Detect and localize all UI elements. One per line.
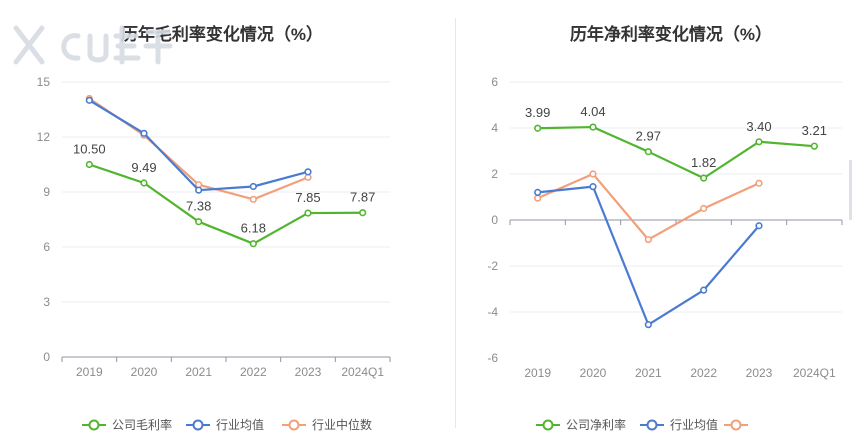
- data-point: [644, 321, 652, 329]
- x-tick-label: 2024Q1: [793, 366, 836, 380]
- x-tick-label: 2021: [635, 366, 662, 380]
- series-line: [537, 172, 760, 241]
- data-label: 3.40: [746, 119, 771, 134]
- x-tick-label: 2023: [295, 365, 322, 379]
- x-tick-label: 2021: [185, 365, 212, 379]
- legend-label: 公司净利率: [566, 417, 626, 432]
- data-label: 7.38: [186, 199, 211, 214]
- y-tick-label: 4: [491, 121, 498, 135]
- x-tick-label: 2019: [524, 366, 551, 380]
- y-tick-label: 12: [37, 130, 51, 144]
- watermark-logo: [13, 25, 173, 65]
- legend-label: 行业中位数: [312, 417, 372, 432]
- y-tick-label: 2: [491, 167, 498, 181]
- data-point: [304, 209, 312, 217]
- data-point: [644, 235, 652, 244]
- y-tick-label: -6: [487, 351, 498, 365]
- data-point: [249, 240, 257, 248]
- legend-swatch-marker: [88, 419, 100, 431]
- data-label: 2.97: [636, 129, 661, 144]
- data-point: [85, 160, 93, 169]
- data-label: 6.18: [241, 221, 266, 236]
- legend-swatch-marker: [192, 419, 204, 431]
- legend-swatch-marker: [730, 419, 742, 431]
- data-label: 10.50: [73, 142, 106, 157]
- legend-swatch-marker: [646, 419, 658, 431]
- data-point: [140, 179, 148, 187]
- data-point: [589, 170, 597, 178]
- data-point: [195, 186, 203, 194]
- data-point: [534, 188, 542, 196]
- data-point: [589, 183, 597, 191]
- net-margin-chart-panel: 历年净利率变化情况（%） -6 -4 -2 0 2 4 6 2019 2020 2021 2022 20…: [426, 0, 852, 443]
- y-tick-label: -4: [487, 305, 498, 319]
- x-tick-label: 2022: [690, 366, 717, 380]
- data-label: 9.49: [131, 160, 156, 175]
- y-tick-label: 0: [43, 350, 50, 364]
- x-tick-label: 2024Q1: [341, 365, 384, 379]
- data-point: [534, 194, 542, 202]
- legend-label: 行业均值: [216, 417, 264, 432]
- data-point: [589, 123, 597, 131]
- x-tick-label: 2020: [580, 366, 607, 380]
- y-tick-label: 15: [37, 75, 51, 89]
- x-tick-label: 2022: [240, 365, 267, 379]
- x-tick-label: 2019: [76, 365, 103, 379]
- data-point: [700, 204, 708, 213]
- legend-label: 公司毛利率: [112, 417, 172, 432]
- data-point: [304, 168, 312, 176]
- data-point: [140, 129, 148, 137]
- y-tick-label: 0: [491, 213, 498, 227]
- series-line: [88, 163, 363, 245]
- data-point: [810, 142, 818, 150]
- data-point: [644, 148, 652, 156]
- data-point: [249, 182, 257, 191]
- data-label: 4.04: [580, 104, 605, 119]
- scroll-edge: [849, 160, 852, 220]
- gross-margin-chart: 历年毛利率变化情况（%） 0 3 6 9 12 15 2019 2020 2021 2022 2023…: [37, 24, 391, 432]
- data-label: 7.85: [295, 190, 320, 205]
- legend-swatch-marker: [288, 419, 300, 431]
- chart-title: 历年毛利率变化情况（%）: [121, 24, 323, 44]
- data-point: [534, 124, 542, 132]
- y-tick-label: -2: [487, 259, 498, 273]
- data-point: [755, 222, 763, 230]
- data-point: [700, 286, 708, 294]
- y-tick-label: 9: [43, 185, 50, 199]
- panel-divider: [455, 18, 456, 428]
- y-tick-label: 6: [491, 75, 498, 89]
- legend-swatch-marker: [542, 419, 554, 431]
- data-point: [195, 218, 203, 226]
- x-tick-label: 2020: [131, 365, 158, 379]
- data-label: 1.82: [691, 155, 716, 170]
- data-point: [85, 96, 93, 104]
- y-tick-label: 6: [43, 240, 50, 254]
- chart-title: 历年净利率变化情况（%）: [570, 24, 772, 44]
- data-point: [359, 209, 367, 217]
- series-line: [537, 185, 760, 326]
- data-label: 3.99: [525, 105, 550, 120]
- data-point: [755, 138, 763, 146]
- net-margin-chart: 历年净利率变化情况（%） -6 -4 -2 0 2 4 6 2019 2020 2021 2022 20…: [487, 24, 843, 432]
- data-point: [700, 174, 708, 182]
- x-tick-label: 2023: [746, 366, 773, 380]
- data-point: [249, 195, 257, 203]
- series-line: [537, 125, 815, 180]
- data-label: 7.87: [350, 190, 375, 205]
- gross-margin-chart-panel: 历年毛利率变化情况（%） 0 3 6 9 12 15 2019 2020 2021 2022 2023…: [37, 24, 391, 432]
- y-tick-label: 3: [43, 295, 50, 309]
- data-label: 3.21: [802, 123, 827, 138]
- legend-label: 行业均值: [670, 417, 718, 432]
- data-point: [755, 179, 763, 187]
